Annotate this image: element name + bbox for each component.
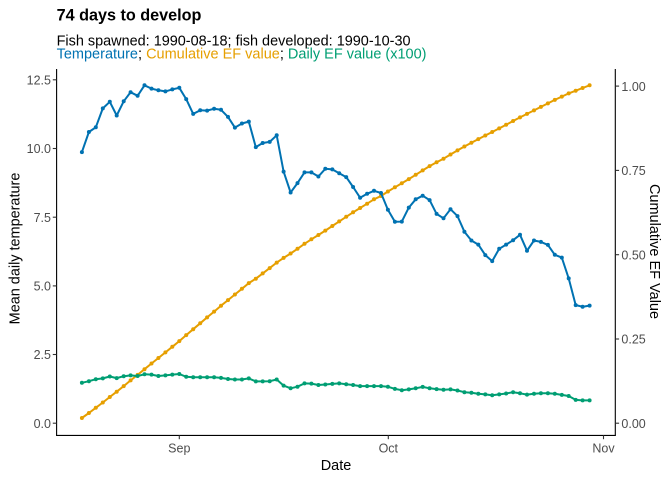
svg-text:0.0: 0.0: [34, 417, 51, 431]
svg-text:Sep: Sep: [168, 442, 190, 456]
svg-text:10.0: 10.0: [27, 142, 51, 156]
svg-text:12.5: 12.5: [27, 74, 51, 88]
svg-text:Mean daily temperature: Mean daily temperature: [8, 173, 24, 325]
svg-text:5.0: 5.0: [34, 280, 51, 294]
svg-text:1.00: 1.00: [621, 80, 645, 94]
svg-text:Temperature; Cumulative EF val: Temperature; Cumulative EF value; Daily …: [57, 47, 427, 63]
svg-text:Nov: Nov: [592, 442, 615, 456]
svg-text:Date: Date: [321, 458, 352, 474]
svg-text:0.25: 0.25: [621, 333, 645, 347]
svg-text:7.5: 7.5: [34, 211, 51, 225]
svg-text:2.5: 2.5: [34, 348, 51, 362]
svg-text:Fish spawned: 1990-08-18; fish: Fish spawned: 1990-08-18; fish developed…: [57, 33, 411, 49]
svg-text:0.75: 0.75: [621, 164, 645, 178]
svg-text:0.50: 0.50: [621, 248, 645, 262]
svg-text:0.00: 0.00: [621, 417, 645, 431]
svg-text:74 days to develop: 74 days to develop: [57, 7, 202, 25]
svg-text:Oct: Oct: [379, 442, 399, 456]
svg-text:Cumulative EF Value: Cumulative EF Value: [646, 184, 662, 319]
